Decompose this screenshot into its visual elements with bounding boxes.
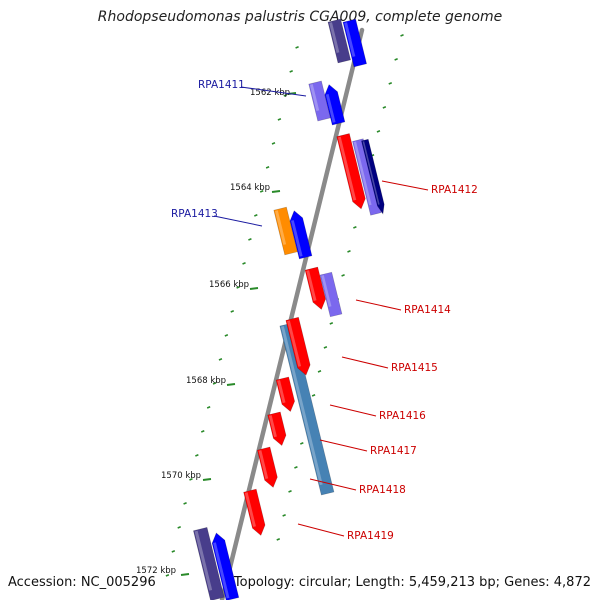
gene-feature	[211, 532, 240, 600]
gene-label-connector	[297, 523, 345, 537]
outer-tick-mark	[317, 370, 322, 373]
inner-tick-mark	[165, 574, 170, 577]
gene-feature	[267, 411, 287, 447]
inner-tick-mark	[283, 94, 288, 97]
scale-tick	[202, 478, 212, 481]
gene-label-rpa1419[interactable]: RPA1419	[347, 530, 394, 542]
gene-feature	[361, 138, 385, 215]
gene-label-rpa1414[interactable]: RPA1414	[404, 304, 451, 316]
inner-tick-mark	[254, 214, 258, 217]
scale-label: 1564 kbp	[230, 183, 270, 193]
scale-tick	[226, 383, 236, 386]
gene-label-connector	[309, 478, 357, 491]
gene-feature	[319, 271, 343, 318]
inner-tick-mark	[212, 382, 217, 385]
gene-label-connector	[341, 356, 389, 369]
outer-tick-mark	[300, 442, 304, 445]
gene-feature-layer	[193, 18, 385, 600]
scale-tick	[180, 573, 190, 576]
scale-label: 1566 kbp	[209, 280, 249, 290]
inner-tick-mark	[195, 454, 199, 457]
inner-tick-mark	[224, 334, 229, 337]
gene-feature	[308, 80, 331, 122]
label-layer: 1562 kbp 1564 kbp 1566 kbp 1568 kbp 1570 kbp…	[136, 79, 478, 576]
gene-label-connector	[319, 439, 368, 452]
outer-tick-mark	[329, 322, 334, 325]
genome-summary-text: Topology: circular; Length: 5,459,213 bp…	[233, 575, 591, 590]
gene-feature	[342, 18, 367, 68]
outer-tick-mark	[288, 490, 292, 493]
gene-label-rpa1411[interactable]: RPA1411	[198, 79, 245, 91]
outer-tick-mark	[341, 274, 345, 277]
outer-tick-mark	[276, 538, 281, 541]
inner-tick-mark	[183, 502, 187, 505]
genome-backbone	[219, 27, 365, 600]
outer-tick-mark	[294, 466, 298, 469]
inner-tick-mark	[177, 526, 181, 529]
gene-label-connector	[240, 86, 307, 97]
gene-feature	[193, 527, 225, 600]
map-title: Rhodopseudomonas palustris CGA009, compl…	[97, 9, 503, 25]
gene-feature	[324, 84, 346, 126]
outer-tick-mark	[376, 130, 381, 133]
gene-label-connector	[213, 215, 263, 227]
outer-tick-mark	[388, 82, 393, 85]
scale-label: 1568 kbp	[186, 376, 226, 386]
gene-label-rpa1418[interactable]: RPA1418	[359, 484, 406, 496]
outer-tick-mark	[323, 346, 328, 349]
inner-tick-mark	[236, 286, 240, 289]
gene-feature	[273, 206, 298, 256]
outer-tick-mark	[400, 34, 404, 37]
gene-label-rpa1412[interactable]: RPA1412	[431, 184, 478, 196]
gene-label-connector	[355, 299, 402, 311]
outer-tick-mark	[382, 106, 387, 109]
gene-feature	[285, 316, 311, 376]
scale-label: 1570 kbp	[161, 471, 201, 481]
outer-tick-mark	[311, 394, 316, 397]
gene-label-rpa1413[interactable]: RPA1413	[171, 208, 218, 220]
accession-text: Accession: NC_005296	[8, 575, 156, 590]
inner-tick-mark	[171, 550, 176, 553]
gene-feature	[327, 18, 351, 64]
gene-label-rpa1415[interactable]: RPA1415	[391, 362, 438, 374]
inner-tick-mark	[242, 262, 246, 265]
inner-tick-mark	[230, 310, 235, 313]
gene-feature	[304, 266, 326, 310]
inner-tick-mark	[206, 406, 211, 409]
gene-feature	[352, 138, 382, 216]
inner-tick-mark	[295, 46, 299, 49]
gene-label-connector	[381, 180, 429, 191]
scale-tick	[249, 287, 259, 290]
scale-label: 1572 kbp	[136, 566, 176, 576]
inner-tick-mark	[289, 70, 293, 73]
inner-tick-mark	[259, 190, 264, 193]
outer-tick-mark	[353, 226, 357, 229]
inner-tick-mark	[200, 430, 205, 433]
gene-label-connector	[329, 404, 377, 417]
outer-tick-mark	[282, 514, 286, 517]
inner-tick-mark	[218, 358, 223, 361]
gene-feature	[256, 446, 278, 488]
gene-label-rpa1416[interactable]: RPA1416	[379, 410, 426, 422]
inner-tick-mark	[265, 166, 270, 169]
scale-label: 1562 kbp	[250, 88, 290, 98]
outer-tick-mark	[394, 58, 398, 61]
scale-tick	[271, 190, 281, 193]
inner-tick-mark	[277, 118, 282, 121]
inner-tick-mark	[271, 142, 276, 145]
gene-feature	[243, 488, 266, 536]
gene-label-rpa1417[interactable]: RPA1417	[370, 445, 417, 457]
gene-feature	[336, 133, 366, 210]
outer-tick-mark	[347, 250, 351, 253]
gene-feature	[275, 376, 295, 413]
inner-tick-mark	[189, 478, 193, 481]
inner-tick-mark	[248, 238, 252, 241]
gene-feature	[289, 210, 313, 260]
